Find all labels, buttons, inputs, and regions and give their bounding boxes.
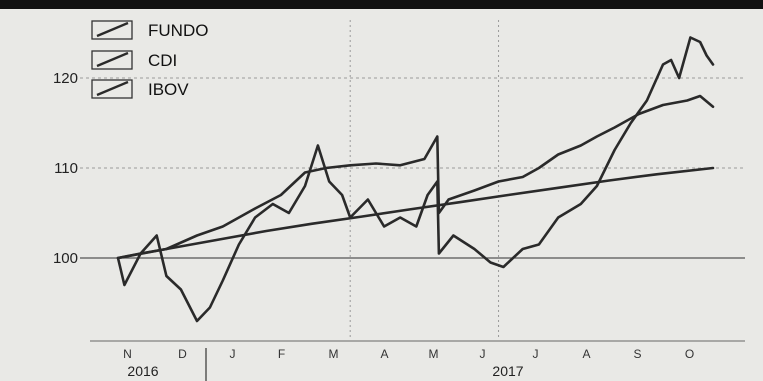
series-line-cdi [116, 166, 715, 260]
x-tick-label: A [582, 347, 591, 361]
y-tick-label: 120 [53, 70, 78, 87]
legend-swatch [91, 50, 133, 70]
legend-swatch-line [96, 80, 129, 97]
legend-swatch-line [96, 21, 129, 38]
year-label: 2017 [492, 363, 523, 379]
x-tick-label: N [123, 347, 133, 361]
year-label: 2016 [127, 363, 158, 379]
x-tick-label: M [429, 347, 440, 361]
legend-swatch [91, 79, 133, 99]
legend-swatch-line [96, 51, 129, 68]
y-tick-label: 100 [53, 250, 78, 267]
legend-label: CDI [148, 51, 177, 70]
x-tick-label: O [685, 347, 695, 361]
legend-label: IBOV [148, 80, 189, 99]
x-tick-label: S [633, 347, 642, 361]
legend-item-ibov: IBOV [91, 79, 189, 99]
x-tick-label: F [278, 347, 286, 361]
legend-item-cdi: CDI [91, 50, 177, 70]
x-tick-label: J [480, 347, 487, 361]
series-line-ibov [116, 36, 715, 323]
legend-swatch [91, 20, 133, 40]
header-bar [0, 0, 763, 9]
y-tick-label: 110 [54, 160, 78, 177]
x-tick-label: M [329, 347, 340, 361]
x-tick-label: J [533, 347, 540, 361]
x-tick-label: J [230, 347, 237, 361]
legend-item-fundo: FUNDO [91, 20, 208, 40]
x-tick-label: A [380, 347, 389, 361]
legend-label: FUNDO [148, 21, 208, 40]
x-tick-label: D [178, 347, 188, 361]
